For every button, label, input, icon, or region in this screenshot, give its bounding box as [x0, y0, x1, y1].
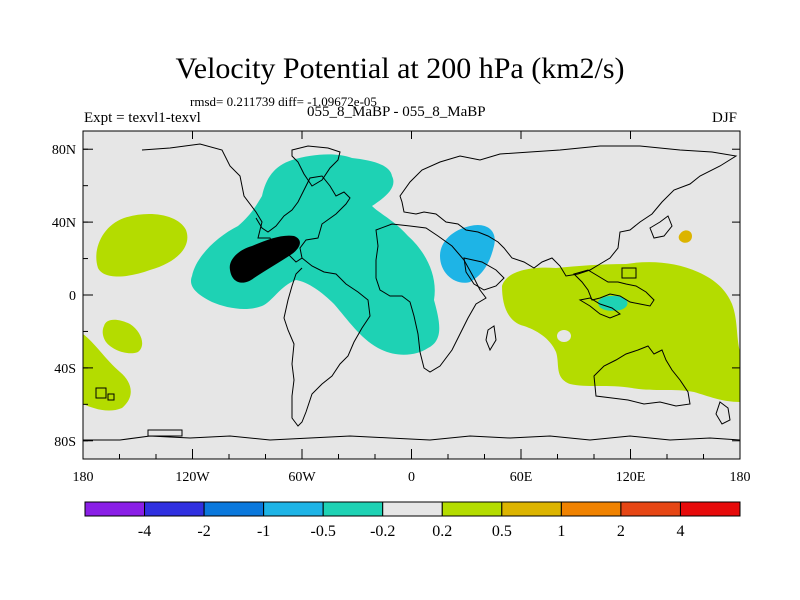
coastline-maritime-continent [573, 269, 655, 307]
coastline-sumatra [578, 297, 622, 319]
coastline-africa [375, 223, 487, 373]
colorbar-swatch [441, 501, 503, 517]
y-tick-label: 40N [52, 216, 76, 231]
coastlines [83, 143, 740, 441]
coastline-arabia [463, 257, 505, 291]
x-tick-label: 120W [175, 470, 210, 485]
colorbar-swatch [620, 501, 681, 517]
colorbar-label: -0.2 [370, 523, 395, 540]
colorbar-label: -1 [257, 523, 270, 540]
x-tick-label: 180 [730, 470, 751, 485]
region-positive-indo-pacific [502, 262, 740, 402]
hole-indian-ocean [557, 330, 571, 342]
experiment-label: Expt = texvl1-texvl [84, 110, 201, 126]
coastline-north-america [141, 143, 351, 263]
y-axis: 80N 40N 0 40S 80S [52, 143, 740, 450]
chart-title: Velocity Potential at 200 hPa (km2/s) [175, 52, 625, 85]
x-tick-label: 0 [408, 470, 415, 485]
x-tick-label: 120E [616, 470, 646, 485]
y-tick-label: 80N [52, 143, 76, 158]
colorbar-swatch [203, 501, 265, 517]
colorbar-swatch [501, 501, 562, 517]
x-tick-label: 60W [288, 470, 316, 485]
contour-fills [83, 154, 740, 411]
coastline-japan [649, 215, 673, 239]
colorbar-label: -2 [197, 523, 210, 540]
coastline-antarctica [83, 435, 740, 441]
x-tick-label: 60E [510, 470, 533, 485]
x-axis: 180 120W 60W 0 60E 120E 180 [73, 131, 751, 485]
y-tick-label: 80S [54, 435, 76, 450]
colorbar-swatch [382, 501, 443, 517]
coastline-greenland [291, 145, 341, 187]
coastline-island-dateline-2 [107, 393, 115, 401]
coastline-south-america [283, 257, 371, 427]
colorbar: -4 -2 -1 -0.5 -0.2 0.2 0.5 1 2 4 [84, 501, 741, 540]
colorbar-swatch [144, 501, 205, 517]
y-tick-label: 0 [69, 289, 76, 304]
region-positive-maritime-maximum [598, 295, 628, 311]
colorbar-label: 1 [557, 523, 565, 540]
coastline-madagascar [485, 325, 497, 352]
region-negative-atlantic-africa [190, 154, 440, 355]
region-positive-south-pacific [102, 319, 143, 354]
region-positive-japan-east [678, 230, 692, 243]
region-negative-caribbean [229, 235, 300, 283]
colorbar-swatch [263, 501, 324, 517]
colorbar-swatch [679, 501, 741, 517]
season-label: DJF [712, 110, 738, 126]
colorbar-label: -4 [138, 523, 151, 540]
region-positive-north-pacific [96, 214, 188, 277]
coastline-new-zealand [715, 401, 731, 425]
colorbar-label: 2 [617, 523, 625, 540]
colorbar-swatch [322, 501, 384, 517]
region-negative-middle-east [440, 224, 495, 283]
chart-subtitle: 055_8_MaBP - 055_8_MaBP [307, 104, 486, 120]
coastline-eurasia [399, 145, 738, 277]
region-positive-dateline-south [83, 334, 131, 411]
coastline-island-dateline-1 [95, 387, 107, 399]
coastline-island-philippines [621, 267, 637, 279]
colorbar-label: 0.2 [432, 523, 452, 540]
colorbar-swatch [560, 501, 622, 517]
colorbar-swatch [84, 501, 146, 517]
coastline-island-south-pacific [147, 429, 183, 437]
stats-text: rmsd= 0.211739 diff= -1.09672e-05 [190, 94, 377, 109]
colorbar-label: 0.5 [492, 523, 512, 540]
colorbar-label: 4 [676, 523, 684, 540]
x-tick-label: 180 [73, 470, 94, 485]
colorbar-label: -0.5 [311, 523, 336, 540]
coastline-australia [593, 345, 691, 407]
y-tick-label: 40S [54, 362, 76, 377]
